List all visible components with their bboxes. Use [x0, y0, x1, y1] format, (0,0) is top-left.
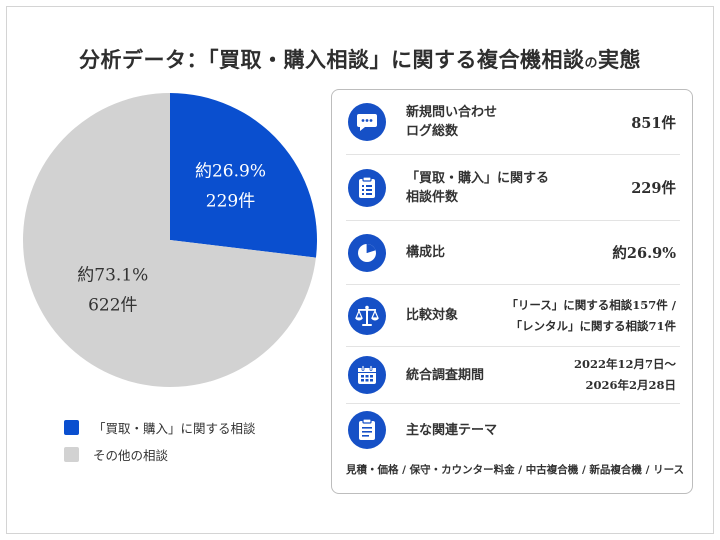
- stat-row-ratio: 構成比 約26.9%: [346, 221, 680, 285]
- pie-slice-0: [170, 93, 317, 258]
- stat-row-purchase-count: 「買取・購入」に関する 相談件数 229件: [346, 155, 680, 221]
- stat-label-period: 統合調査期間: [406, 367, 485, 383]
- pie-label-percent-0: 約26.9%: [195, 161, 266, 181]
- calendar-icon: [348, 356, 386, 394]
- stat-row-themes: 主な関連テーマ: [346, 404, 680, 456]
- legend-item-purchase: 「買取・購入」に関する相談: [64, 414, 256, 441]
- stat-value-period-line1: 2022年12月7日～: [573, 357, 676, 371]
- themes-list: 見積・価格 / 保守・カウンター料金 / 中古複合機 / 新品複合機 / リース: [346, 464, 685, 476]
- clipboard-list-icon: [348, 168, 386, 207]
- title-main: 分析データ：「買取・購入相談」に関する複合機相談: [78, 47, 585, 72]
- pie-slice-1: [23, 93, 316, 387]
- stat-value-period-line2: 2026年2月28日: [585, 378, 676, 392]
- title-particle: の: [584, 56, 598, 71]
- stat-label-ratio: 構成比: [406, 245, 446, 260]
- stat-row-comparison: 比較対象 「リース」に関する相談157件 / 「レンタル」に関する相談71件: [346, 285, 680, 347]
- stat-value-comparison-line2: 「レンタル」に関する相談71件: [510, 318, 676, 333]
- stat-row-total-logs: 新規問い合わせ ログ総数 851件: [346, 90, 680, 155]
- stat-label-purchase-count: 「買取・購入」に関する 相談件数: [406, 169, 631, 207]
- stat-row-period: 統合調査期間 2022年12月7日～ 2026年2月28日: [346, 347, 680, 404]
- legend-item-other: その他の相談: [64, 441, 256, 468]
- stat-label-purchase-count-line2: 相談件数: [406, 189, 459, 205]
- pie-label-percent-1: 約73.1%: [77, 266, 148, 286]
- page-title: 分析データ：「買取・購入相談」に関する複合機相談の実態: [0, 44, 720, 74]
- stat-value-total-logs: 851件: [631, 114, 676, 132]
- title-tail: 実態: [598, 47, 641, 72]
- stat-value-comparison: 「リース」に関する相談157件 / 「レンタル」に関する相談71件: [506, 295, 680, 337]
- stat-value-purchase-count: 229件: [631, 180, 676, 197]
- clipboard-icon: [348, 411, 386, 449]
- stat-label-total-logs-line2: ログ総数: [406, 124, 459, 139]
- stats-panel: 新規問い合わせ ログ総数 851件 「買取・購入」に関する 相談件数 229件 構成…: [331, 89, 693, 494]
- balance-scale-icon: [348, 296, 386, 335]
- card-frame: [6, 6, 714, 534]
- legend-swatch-other: [64, 447, 79, 462]
- legend-swatch-purchase: [64, 420, 79, 435]
- chart-legend: 「買取・購入」に関する相談 その他の相談: [64, 414, 256, 468]
- pie-chart-icon: [348, 233, 386, 272]
- stat-value-ratio: 約26.9%: [612, 245, 676, 262]
- legend-label-other: その他の相談: [93, 448, 169, 463]
- stat-label-themes: 主な関連テーマ: [406, 422, 498, 438]
- stat-label-total-logs-line1: 新規問い合わせ: [406, 105, 498, 120]
- stat-label-total-logs: 新規問い合わせ ログ総数: [406, 103, 631, 141]
- pie-label-count-1: 622件: [88, 296, 137, 316]
- pie-label-count-0: 229件: [206, 191, 255, 211]
- stat-label-purchase-count-line1: 「買取・購入」に関する: [406, 170, 550, 186]
- chat-bubble-icon: [348, 103, 386, 141]
- legend-label-purchase: 「買取・購入」に関する相談: [93, 421, 256, 436]
- stat-value-period: 2022年12月7日～ 2026年2月28日: [574, 354, 680, 396]
- stat-value-comparison-line1: 「リース」に関する相談157件 /: [506, 297, 676, 312]
- stat-label-comparison: 比較対象: [406, 308, 459, 323]
